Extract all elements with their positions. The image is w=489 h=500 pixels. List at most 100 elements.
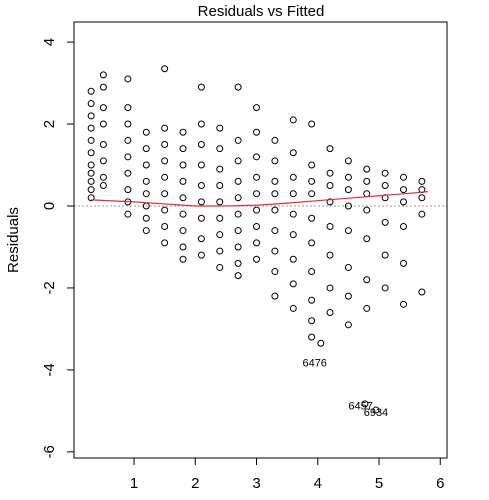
point bbox=[253, 239, 261, 247]
y-tick-label: 0 bbox=[41, 202, 58, 210]
point bbox=[289, 173, 297, 181]
point bbox=[142, 145, 150, 153]
point bbox=[363, 165, 371, 173]
point bbox=[124, 169, 132, 177]
x-tick-label: 5 bbox=[375, 475, 383, 492]
point bbox=[99, 157, 107, 165]
point bbox=[271, 136, 279, 144]
point bbox=[99, 71, 107, 79]
point bbox=[326, 284, 334, 292]
point bbox=[216, 231, 224, 239]
x-tick-label: 4 bbox=[314, 475, 322, 492]
point bbox=[99, 83, 107, 91]
point bbox=[326, 145, 334, 153]
point bbox=[179, 210, 187, 218]
point bbox=[124, 120, 132, 128]
point bbox=[271, 177, 279, 185]
point bbox=[179, 128, 187, 136]
point bbox=[308, 239, 316, 247]
point bbox=[372, 406, 380, 414]
point bbox=[99, 104, 107, 112]
point bbox=[308, 120, 316, 128]
point bbox=[271, 206, 279, 214]
point bbox=[308, 214, 316, 222]
point bbox=[308, 268, 316, 276]
y-tick-label: 2 bbox=[41, 120, 58, 128]
point bbox=[142, 214, 150, 222]
point bbox=[179, 161, 187, 169]
point bbox=[308, 177, 316, 185]
point bbox=[363, 276, 371, 284]
point bbox=[216, 263, 224, 271]
point-label: 6457 bbox=[348, 401, 372, 413]
point bbox=[234, 177, 242, 185]
point bbox=[216, 247, 224, 255]
point bbox=[99, 120, 107, 128]
point bbox=[418, 210, 426, 218]
point bbox=[87, 161, 95, 169]
x-tick-label: 6 bbox=[436, 475, 444, 492]
point bbox=[289, 116, 297, 124]
point bbox=[381, 169, 389, 177]
point bbox=[124, 136, 132, 144]
point bbox=[289, 231, 297, 239]
point bbox=[271, 292, 279, 300]
point bbox=[363, 177, 371, 185]
point bbox=[253, 255, 261, 263]
point bbox=[99, 141, 107, 149]
point bbox=[400, 198, 408, 206]
point bbox=[344, 173, 352, 181]
point bbox=[381, 251, 389, 259]
point-label: 6476 bbox=[302, 358, 326, 370]
point bbox=[142, 161, 150, 169]
point bbox=[161, 222, 169, 230]
point bbox=[271, 227, 279, 235]
point bbox=[197, 161, 205, 169]
y-tick-label: -2 bbox=[41, 281, 58, 294]
point bbox=[234, 136, 242, 144]
point bbox=[271, 268, 279, 276]
point bbox=[216, 124, 224, 132]
point bbox=[326, 198, 334, 206]
point bbox=[400, 259, 408, 267]
point bbox=[234, 243, 242, 251]
point bbox=[87, 177, 95, 185]
point bbox=[124, 104, 132, 112]
point bbox=[253, 190, 261, 198]
point bbox=[317, 339, 325, 347]
point bbox=[381, 218, 389, 226]
point bbox=[161, 173, 169, 181]
point bbox=[161, 206, 169, 214]
point bbox=[308, 333, 316, 341]
point bbox=[179, 194, 187, 202]
point bbox=[363, 206, 371, 214]
point bbox=[344, 157, 352, 165]
point bbox=[197, 182, 205, 189]
point bbox=[344, 292, 352, 300]
point-label: 6934 bbox=[364, 407, 388, 419]
point bbox=[400, 173, 408, 181]
point bbox=[400, 186, 408, 194]
point bbox=[87, 124, 95, 132]
point bbox=[289, 190, 297, 198]
point bbox=[381, 182, 389, 189]
point bbox=[197, 198, 205, 206]
x-tick-label: 2 bbox=[191, 475, 199, 492]
point bbox=[124, 210, 132, 218]
point bbox=[253, 128, 261, 136]
point bbox=[234, 259, 242, 267]
point bbox=[381, 284, 389, 292]
point bbox=[87, 100, 95, 108]
point bbox=[161, 141, 169, 149]
point bbox=[253, 104, 261, 112]
point bbox=[87, 136, 95, 144]
point bbox=[344, 321, 352, 329]
point bbox=[124, 75, 132, 83]
point bbox=[289, 304, 297, 312]
y-tick-label: 4 bbox=[41, 38, 58, 46]
point bbox=[344, 227, 352, 235]
point bbox=[418, 194, 426, 202]
point bbox=[216, 214, 224, 222]
x-tick-label: 1 bbox=[130, 475, 138, 492]
y-tick-label: -4 bbox=[41, 363, 58, 376]
